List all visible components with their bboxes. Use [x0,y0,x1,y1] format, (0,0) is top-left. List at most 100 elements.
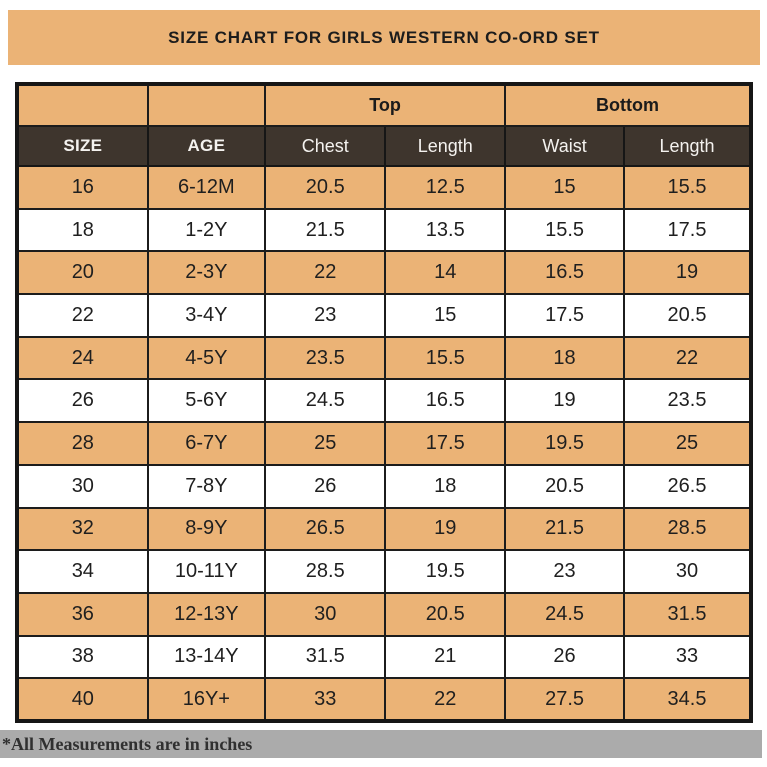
group-header-empty [16,83,149,127]
table-cell: 26 [504,634,625,680]
table-cell: 1-2Y [146,207,267,253]
table-row: 20 2-3Y 22 14 16.5 19 [16,250,752,296]
table-cell: 13-14Y [146,634,267,680]
table-cell: 32 [16,506,149,552]
table-cell: 5-6Y [146,378,267,424]
table-cell: 20.5 [384,591,507,637]
column-header-age: AGE [146,125,267,167]
table-cell: 24 [16,335,149,381]
table-cell: 7-8Y [146,463,267,509]
table-cell: 20.5 [504,463,625,509]
table-row: 36 12-13Y 30 20.5 24.5 31.5 [16,591,752,637]
table-cell: 33 [264,677,387,722]
table-cell: 16.5 [384,378,507,424]
table-cell: 26 [16,378,149,424]
table-cell: 15 [384,293,507,338]
table-cell: 19 [384,506,507,552]
table-cell: 28.5 [264,549,387,594]
table-row: 24 4-5Y 23.5 15.5 18 22 [16,335,752,381]
table-cell: 17.5 [384,421,507,466]
table-row: 38 13-14Y 31.5 21 26 33 [16,634,752,680]
group-header-bottom: Bottom [504,83,752,127]
table-cell: 21.5 [504,506,625,552]
table-cell: 21.5 [264,207,387,253]
table-cell: 20 [16,250,149,296]
table-cell: 8-9Y [146,506,267,552]
table-row: 26 5-6Y 24.5 16.5 19 23.5 [16,378,752,424]
table-cell: 10-11Y [146,549,267,594]
table-cell: 21 [384,634,507,680]
table-cell: 16Y+ [146,677,267,722]
table-cell: 22 [384,677,507,722]
table-cell: 31.5 [264,634,387,680]
table-cell: 6-7Y [146,421,267,466]
table-cell: 13.5 [384,207,507,253]
table-row: 22 3-4Y 23 15 17.5 20.5 [16,293,752,338]
table-cell: 16.5 [504,250,625,296]
table-row: 32 8-9Y 26.5 19 21.5 28.5 [16,506,752,552]
table-cell: 18 [384,463,507,509]
table-cell: 24.5 [264,378,387,424]
table-cell: 26.5 [623,463,752,509]
table-cell: 12-13Y [146,591,267,637]
table-header: Top Bottom SIZE AGE Chest Length Waist Length [16,83,752,167]
table-cell: 28.5 [623,506,752,552]
table-cell: 25 [623,421,752,466]
table-cell: 36 [16,591,149,637]
table-cell: 38 [16,634,149,680]
group-header-empty [146,83,267,127]
table-cell: 22 [16,293,149,338]
measurements-note: *All Measurements are in inches [2,733,253,754]
table-cell: 26 [264,463,387,509]
table-cell: 20.5 [623,293,752,338]
table-cell: 22 [623,335,752,381]
table-cell: 40 [16,677,149,722]
table-cell: 19 [504,378,625,424]
table-row: 18 1-2Y 21.5 13.5 15.5 17.5 [16,207,752,253]
table-cell: 31.5 [623,591,752,637]
table-cell: 16 [16,165,149,210]
table-cell: 17.5 [504,293,625,338]
footnote-bar: *All Measurements are in inches [0,730,762,758]
page-title: SIZE CHART FOR GIRLS WESTERN CO-ORD SET [168,27,600,47]
table-cell: 4-5Y [146,335,267,381]
column-header-row: SIZE AGE Chest Length Waist Length [16,125,752,167]
table-cell: 15 [504,165,625,210]
table-cell: 30 [623,549,752,594]
table-cell: 18 [504,335,625,381]
column-header-waist-bottom: Waist [504,125,625,167]
table-cell: 34.5 [623,677,752,722]
table-row: 40 16Y+ 33 22 27.5 34.5 [16,677,752,722]
title-banner: SIZE CHART FOR GIRLS WESTERN CO-ORD SET [8,10,760,65]
table-cell: 12.5 [384,165,507,210]
column-header-chest: Chest [264,125,387,167]
table-row: 30 7-8Y 26 18 20.5 26.5 [16,463,752,509]
table-cell: 15.5 [384,335,507,381]
table-row: 28 6-7Y 25 17.5 19.5 25 [16,421,752,466]
table-cell: 33 [623,634,752,680]
table-cell: 23.5 [264,335,387,381]
table-body: 16 6-12M 20.5 12.5 15 15.5 18 1-2Y 21.5 13.5 15.5 1… [16,165,752,722]
table-cell: 19 [623,250,752,296]
table-cell: 23 [264,293,387,338]
table-cell: 14 [384,250,507,296]
table-cell: 22 [264,250,387,296]
table-cell: 3-4Y [146,293,267,338]
table-cell: 23 [504,549,625,594]
table-cell: 15.5 [623,165,752,210]
table-cell: 30 [264,591,387,637]
table-cell: 25 [264,421,387,466]
table-cell: 34 [16,549,149,594]
group-header-top: Top [264,83,507,127]
table-cell: 23.5 [623,378,752,424]
column-header-length: Length [384,125,507,167]
table-cell: 28 [16,421,149,466]
table-cell: 15.5 [504,207,625,253]
column-header-size: SIZE [16,125,149,167]
table-cell: 30 [16,463,149,509]
table-cell: 19.5 [504,421,625,466]
table-cell: 27.5 [504,677,625,722]
table-cell: 18 [16,207,149,253]
table-cell: 6-12M [146,165,267,210]
table-cell: 2-3Y [146,250,267,296]
